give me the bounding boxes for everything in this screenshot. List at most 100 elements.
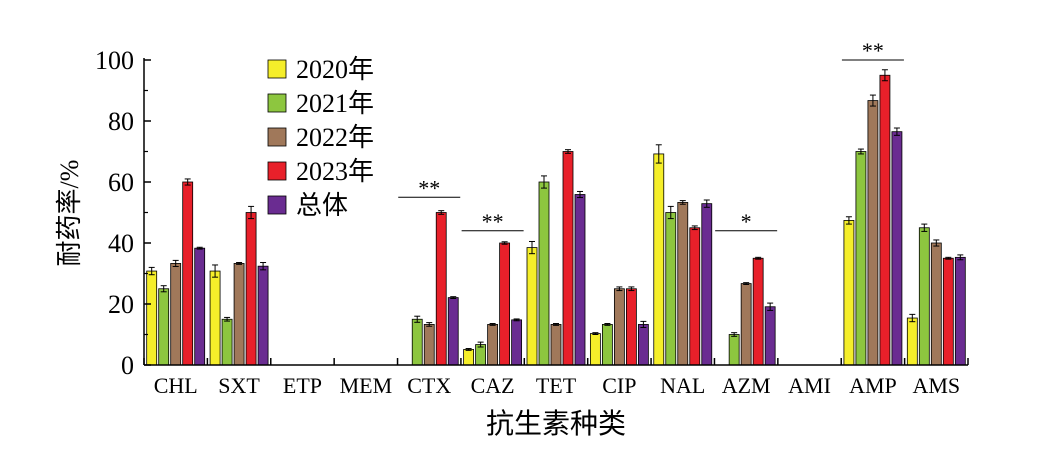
bar-chl-series-1: [158, 288, 170, 366]
error-bar: [172, 259, 179, 267]
error-bar: [881, 69, 888, 82]
bar-azm-series-3: [752, 257, 764, 366]
bar-caz-series-2: [487, 324, 499, 366]
y-tick-label: 80: [108, 107, 134, 136]
bar-cip-series-0: [589, 333, 601, 366]
bar-nal-series-3: [689, 227, 701, 366]
bar-cip-series-1: [601, 324, 613, 366]
bar-ams-series-3: [942, 257, 954, 366]
significance-label: **: [418, 175, 440, 200]
bar-caz-series-0: [463, 349, 475, 366]
legend-item: 2022年: [267, 123, 374, 152]
bar-chl-series-4: [194, 247, 206, 366]
bar-ams-series-0: [906, 317, 918, 366]
bar-tet-series-2: [550, 324, 562, 366]
error-bar: [450, 296, 457, 300]
y-axis-label: 耐药率/%: [55, 160, 84, 267]
error-bar: [921, 223, 928, 232]
y-tick-label: 20: [108, 290, 134, 319]
error-bar: [691, 225, 698, 231]
error-bars-layer: [148, 69, 964, 351]
y-tick-label: 60: [108, 168, 134, 197]
bar-sxt-series-2: [233, 263, 245, 366]
error-bar: [513, 318, 520, 322]
error-bar: [857, 148, 864, 155]
x-tick-label: AMS: [912, 373, 960, 398]
legend-label: 2021年: [296, 89, 374, 118]
error-bar: [196, 246, 203, 250]
legend-label: 2023年: [296, 157, 374, 186]
error-bar: [438, 210, 445, 215]
bar-chl-series-2: [170, 263, 182, 366]
error-bar: [184, 178, 191, 186]
x-tick-label: SXT: [218, 373, 260, 398]
error-bar: [414, 315, 421, 323]
legend-swatch: [267, 195, 287, 215]
error-bar: [248, 205, 255, 220]
x-tick-label: NAL: [660, 373, 705, 398]
error-bar: [869, 94, 876, 107]
error-bar: [465, 348, 472, 351]
significance-label: **: [862, 38, 884, 63]
significance-label: **: [482, 209, 504, 234]
bar-sxt-series-3: [245, 212, 257, 366]
legend-item: 总体: [267, 191, 348, 220]
bar-ams-series-2: [930, 242, 942, 366]
significance-annotation: **: [461, 209, 524, 234]
bar-nal-series-1: [665, 212, 677, 366]
bar-amp-series-1: [855, 151, 867, 366]
error-bar: [767, 302, 774, 311]
bar-cip-series-3: [625, 288, 637, 366]
bar-ctx-series-1: [411, 318, 423, 366]
error-bar: [477, 341, 484, 348]
y-tick-label: 0: [121, 351, 134, 380]
significance-annotation: **: [398, 175, 461, 200]
bar-chl-series-3: [182, 181, 194, 366]
legend-label: 总体: [296, 191, 348, 220]
bar-chl-series-0: [146, 270, 158, 366]
bar-nal-series-4: [701, 203, 713, 366]
bar-sxt-series-0: [209, 270, 221, 366]
x-tick-label: TET: [536, 373, 577, 398]
error-bar: [679, 200, 686, 205]
legend-label: 2020年: [296, 55, 374, 84]
error-bar: [616, 286, 623, 292]
legend-swatch: [267, 59, 287, 79]
error-bar: [731, 332, 738, 337]
legend-swatch: [267, 93, 287, 113]
bar-amp-series-2: [867, 100, 879, 366]
y-tick-label: 40: [108, 229, 134, 258]
y-tick-label: 100: [95, 46, 134, 75]
error-bar: [655, 144, 662, 164]
bar-sxt-series-4: [257, 265, 269, 366]
bar-caz-series-1: [475, 344, 487, 366]
bar-ctx-series-4: [447, 297, 459, 366]
bar-amp-series-4: [891, 131, 903, 366]
error-bar: [260, 262, 267, 271]
error-bar: [945, 256, 952, 260]
bar-tet-series-3: [562, 151, 574, 366]
bar-ctx-series-2: [423, 324, 435, 366]
legend-item: 2021年: [267, 89, 374, 118]
bar-amp-series-3: [879, 74, 891, 366]
error-bar: [236, 262, 243, 265]
legend-item: 2023年: [267, 157, 374, 186]
bar-tet-series-4: [574, 194, 586, 366]
error-bar: [501, 241, 508, 245]
bar-azm-series-2: [740, 283, 752, 366]
significance-label: *: [741, 209, 752, 234]
error-bar: [577, 190, 583, 199]
error-bar: [845, 216, 852, 225]
legend-swatch: [267, 161, 287, 181]
legend-label: 2022年: [296, 123, 374, 152]
bar-cip-series-2: [613, 288, 625, 366]
error-bar: [224, 316, 231, 322]
bar-tet-series-0: [526, 247, 538, 366]
error-bar: [893, 127, 900, 136]
axes-layer: 0 20 40 60 80 100 CHL SXT ETP MEM CTX CAZ TET CIP NAL A…: [95, 46, 969, 398]
error-bar: [628, 286, 635, 292]
bar-azm-series-4: [764, 306, 776, 366]
legend-item: 2020年: [267, 55, 374, 84]
